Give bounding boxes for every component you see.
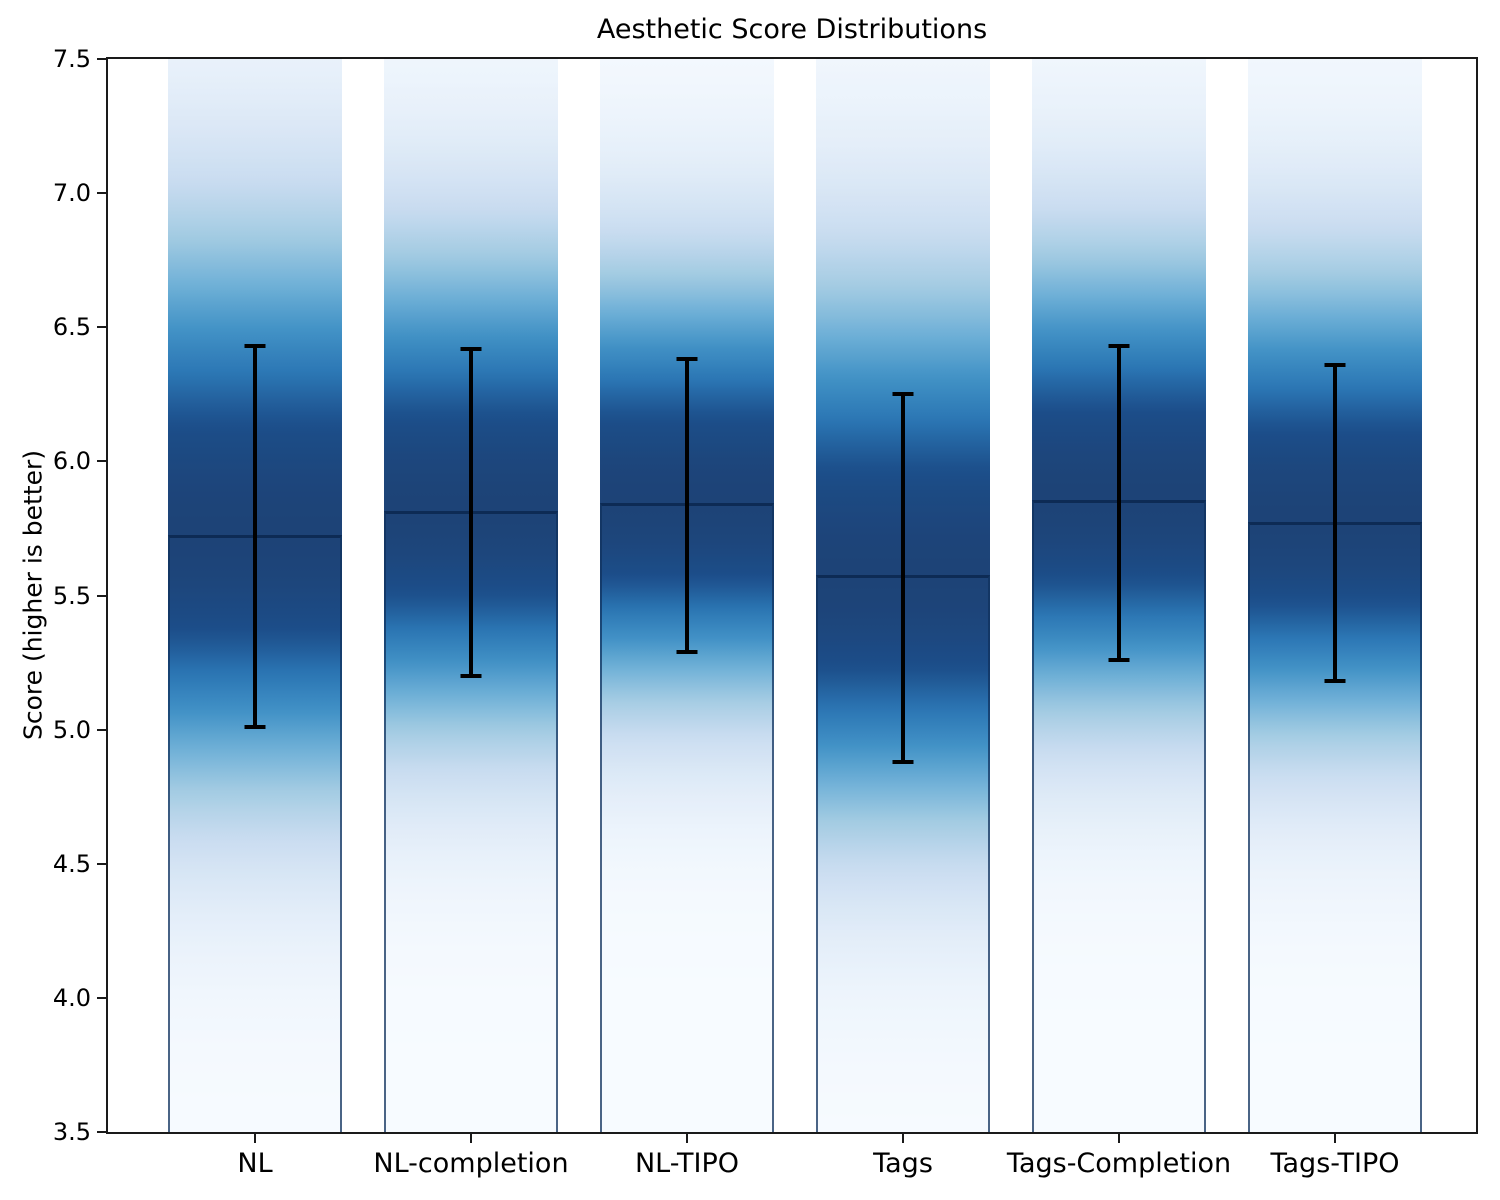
error-cap-low-NL	[244, 724, 266, 729]
error-cap-high-Tags-TIPO	[1324, 362, 1346, 367]
plot-area	[106, 57, 1478, 1134]
y-tick-label-5.5: 5.5	[52, 581, 91, 610]
y-tick-5.5	[97, 594, 106, 597]
y-tick-7.0	[97, 192, 106, 195]
error-bar-NL-completion	[469, 348, 473, 676]
x-tick-Tags	[902, 1134, 904, 1143]
y-tick-label-7.0: 7.0	[52, 179, 91, 208]
error-cap-high-Tags-Completion	[1108, 344, 1130, 349]
y-tick-label-4.0: 4.0	[52, 983, 91, 1012]
x-tick-NL	[254, 1134, 256, 1143]
error-cap-high-NL-completion	[460, 346, 482, 351]
y-tick-7.5	[97, 58, 106, 60]
error-bar-Tags-TIPO	[1333, 364, 1337, 682]
y-tick-4.5	[97, 862, 106, 865]
x-tick-Tags-Completion	[1118, 1134, 1120, 1143]
error-cap-low-NL-TIPO	[676, 649, 698, 654]
x-tick-label-Tags: Tags	[873, 1148, 933, 1179]
error-bar-NL	[253, 346, 257, 727]
x-tick-label-NL-TIPO: NL-TIPO	[634, 1148, 740, 1179]
error-cap-high-Tags	[892, 392, 914, 397]
x-tick-label-NL-completion: NL-completion	[373, 1148, 569, 1179]
x-tick-label-NL: NL	[237, 1148, 273, 1179]
y-tick-label-6.5: 6.5	[52, 313, 91, 342]
error-cap-low-NL-completion	[460, 673, 482, 678]
error-cap-low-Tags-TIPO	[1324, 679, 1346, 684]
error-cap-high-NL	[244, 344, 266, 349]
y-tick-3.5	[97, 1131, 106, 1133]
x-tick-NL-TIPO	[686, 1134, 688, 1143]
x-tick-Tags-TIPO	[1334, 1134, 1336, 1143]
error-cap-low-Tags	[892, 759, 914, 764]
y-tick-6.5	[97, 326, 106, 329]
chart-title: Aesthetic Score Distributions	[596, 14, 988, 45]
y-tick-6.0	[97, 460, 106, 463]
x-tick-label-Tags-Completion: Tags-Completion	[1006, 1148, 1232, 1179]
error-cap-low-Tags-Completion	[1108, 657, 1130, 662]
x-tick-NL-completion	[470, 1134, 472, 1143]
error-bar-NL-TIPO	[685, 359, 689, 652]
y-tick-label-5.0: 5.0	[52, 715, 91, 744]
y-tick-label-3.5: 3.5	[52, 1118, 91, 1146]
error-bar-Tags-Completion	[1117, 346, 1121, 660]
error-bar-Tags	[901, 394, 905, 762]
y-tick-label-4.5: 4.5	[52, 849, 91, 878]
y-tick-label-7.5: 7.5	[52, 45, 91, 73]
y-tick-label-6.0: 6.0	[52, 447, 91, 476]
y-tick-5.0	[97, 728, 106, 731]
y-tick-4.0	[97, 996, 106, 999]
x-tick-label-Tags-TIPO: Tags-TIPO	[1270, 1148, 1400, 1179]
error-cap-high-NL-TIPO	[676, 357, 698, 362]
